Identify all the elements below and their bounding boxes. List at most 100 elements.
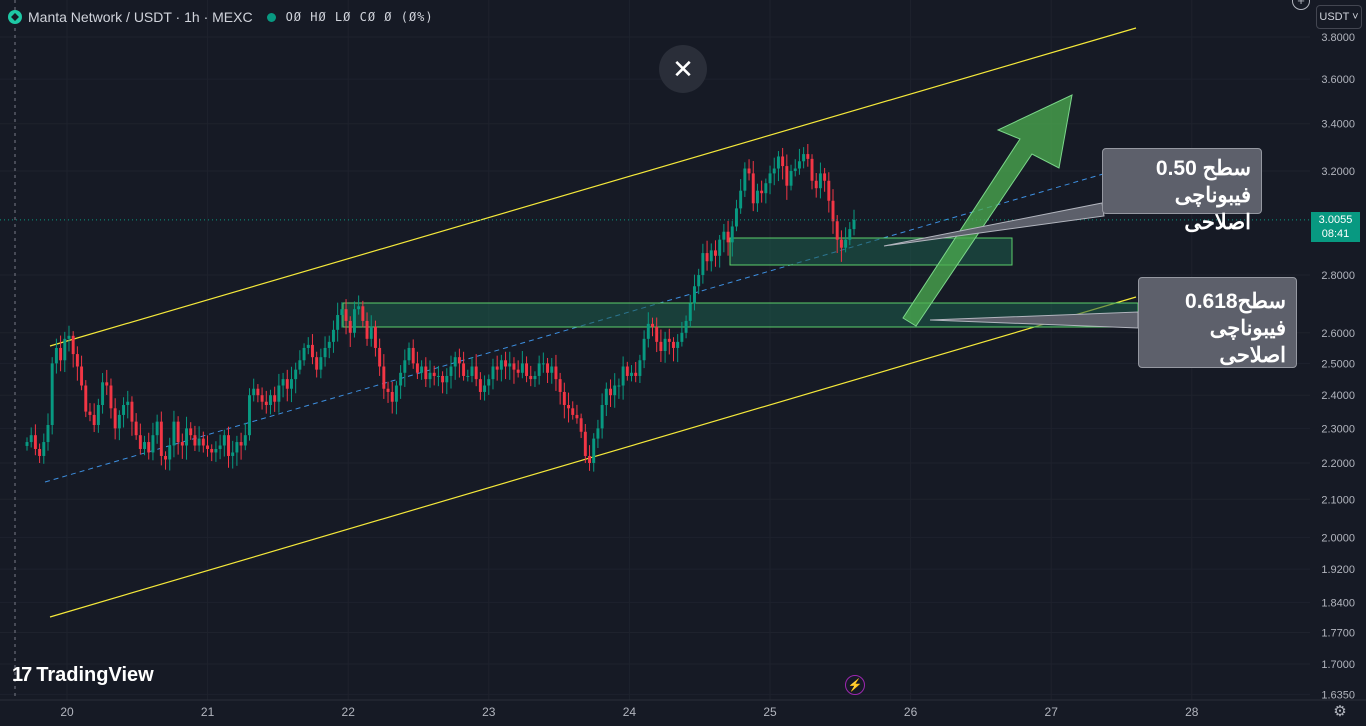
candle-body — [789, 170, 793, 186]
candle-body — [172, 421, 176, 446]
candle-body — [269, 395, 272, 406]
candle-body — [634, 372, 638, 376]
currency-selector[interactable]: USDT ˅ — [1316, 5, 1362, 29]
time-axis[interactable]: 20 21 22 23 24 25 26 27 28 — [0, 699, 1366, 726]
candle-body — [382, 366, 386, 389]
candle-body — [495, 366, 499, 370]
candle-body — [537, 363, 541, 376]
candle-body — [424, 366, 428, 380]
price-axis[interactable]: 3.8000 3.6000 3.4000 3.2000 2.8000 2.6000 2.50… — [1310, 0, 1366, 726]
candle-body — [218, 445, 222, 449]
candle-body — [659, 341, 663, 352]
candle-body — [281, 379, 285, 386]
candle-body — [651, 323, 654, 327]
candle-body — [80, 366, 84, 386]
candle-body — [844, 239, 848, 248]
candle-body — [231, 452, 235, 456]
market-status-dot-icon — [266, 12, 276, 22]
time-tick-label: 26 — [904, 705, 918, 719]
candle-body — [88, 411, 92, 415]
candle-body — [520, 363, 524, 373]
candle-body — [541, 363, 545, 365]
grid — [14, 0, 16, 700]
candle-body — [776, 156, 780, 169]
candle-body — [529, 375, 533, 380]
candle-body — [432, 372, 436, 376]
last-price: 3.0055 — [1318, 214, 1353, 226]
candle-body — [38, 448, 42, 456]
annotations[interactable] — [0, 94, 1310, 329]
candle-body — [667, 338, 671, 342]
symbol-title[interactable]: Manta Network / USDT · 1h · MEXC — [28, 9, 253, 25]
candle-body — [210, 448, 214, 453]
candle-body — [441, 375, 445, 383]
candle-body — [109, 385, 113, 409]
candle-body — [206, 445, 209, 449]
candle-body — [852, 219, 856, 230]
candle-body — [533, 375, 537, 380]
callout-fib-0618[interactable]: سطح0.618 فیبوناچی اصلاحی — [1138, 277, 1297, 368]
candle-body — [697, 275, 701, 287]
candle-body — [151, 435, 155, 453]
time-axis-background — [0, 700, 1366, 726]
bar-countdown: 08:41 — [1321, 228, 1350, 240]
candle-body — [562, 391, 566, 406]
candle-body — [327, 341, 331, 348]
tradingview-logo[interactable]: 17 TradingView — [12, 664, 154, 687]
candle-body — [71, 335, 75, 355]
symbol-header: Manta Network / USDT · 1h · MEXC OØ HØ L… — [8, 7, 434, 27]
candle-body — [294, 369, 298, 380]
lightning-icon[interactable]: ⚡ — [845, 675, 865, 695]
candle-body — [676, 341, 680, 348]
candle-body — [256, 388, 260, 396]
candle-body — [147, 442, 151, 453]
candle-body — [600, 405, 604, 429]
candle-body — [818, 173, 822, 189]
candle-body — [168, 445, 172, 460]
candle-body — [239, 442, 243, 446]
candle-body — [84, 385, 88, 412]
candle-body — [827, 180, 831, 201]
candle-body — [113, 408, 117, 429]
candle-body — [491, 366, 495, 380]
price-tick-label: 1.7000 — [1321, 659, 1355, 671]
close-button[interactable]: ✕ — [659, 45, 707, 93]
candle-body — [781, 156, 785, 167]
callout-fib-0618-subtitle: فیبوناچی اصلاحی — [1209, 317, 1286, 367]
candle-body — [134, 421, 138, 436]
candle-body — [227, 435, 230, 456]
channel-midline[interactable] — [44, 171, 1111, 483]
candle-body — [143, 442, 147, 449]
candle-body — [159, 421, 163, 456]
time-tick-label: 25 — [763, 705, 777, 719]
target-arrow[interactable] — [902, 94, 1073, 327]
candle-body — [319, 357, 323, 370]
candle-body — [214, 448, 218, 453]
candle-body — [638, 360, 642, 376]
candle-body — [499, 360, 503, 370]
candle-body — [361, 306, 365, 321]
candle-body — [793, 168, 797, 171]
candle-body — [59, 347, 63, 361]
tradingview-mark-icon: 17 — [12, 664, 32, 686]
candle-body — [630, 372, 633, 376]
candle-body — [814, 180, 818, 189]
candle-body — [663, 338, 667, 352]
candle-body — [357, 306, 361, 310]
channel-upper-line[interactable] — [49, 27, 1137, 347]
candle-body — [189, 428, 193, 436]
time-tick-label: 21 — [201, 705, 215, 719]
candle-body — [470, 366, 474, 376]
ohlc-values: OØ HØ LØ CØ Ø (Ø%) — [285, 10, 434, 24]
candle-body — [164, 455, 168, 460]
candle-body — [483, 385, 487, 392]
candle-body — [617, 385, 621, 387]
candle-body — [621, 366, 625, 386]
candle-body — [260, 395, 264, 402]
price-tick-label: 2.3000 — [1321, 423, 1355, 435]
candle-body — [516, 369, 520, 373]
callout-fib-050[interactable]: سطح 0.50 فیبوناچی اصلاحی — [1102, 148, 1262, 234]
candle-body — [718, 239, 722, 256]
callout-fib-0618-title: سطح0.618 — [1185, 290, 1286, 313]
gear-icon[interactable]: ⚙ — [1333, 703, 1347, 720]
